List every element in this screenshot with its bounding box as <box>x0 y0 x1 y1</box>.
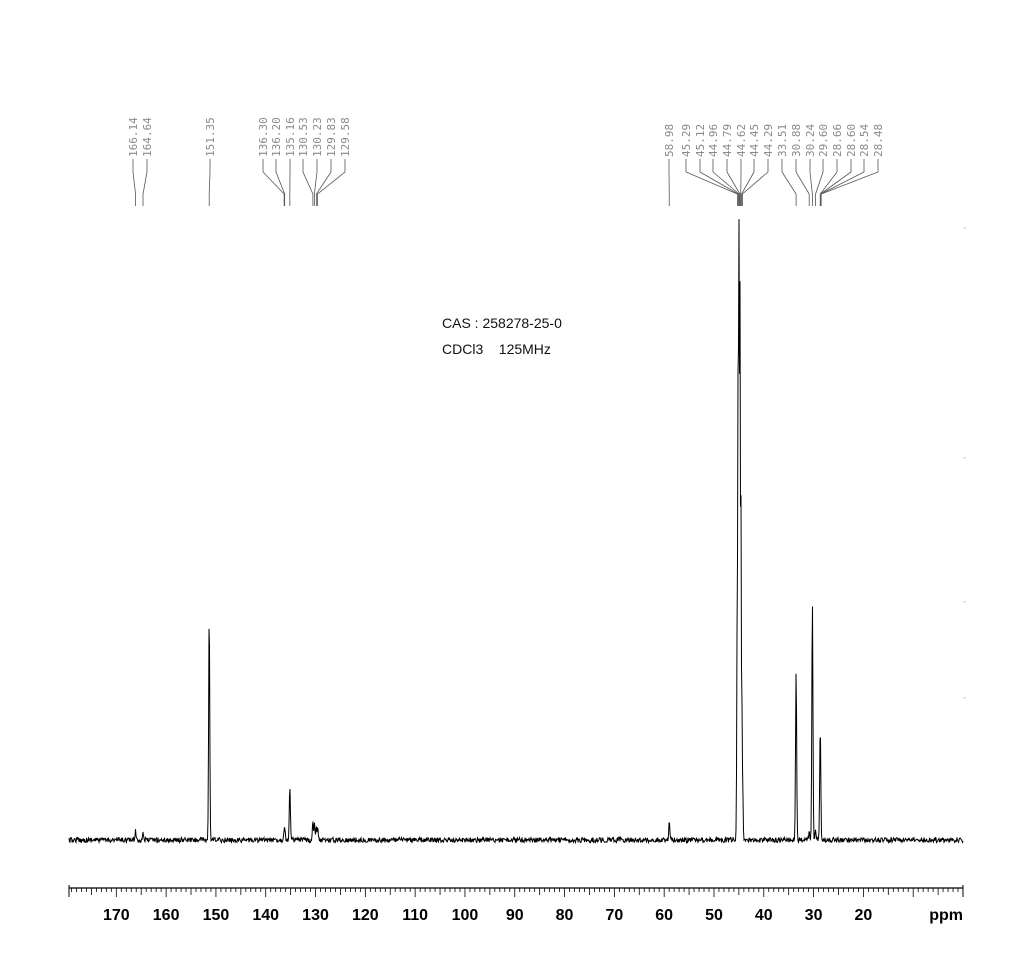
peak-label: 44.79 <box>721 124 734 157</box>
peak-connector <box>685 159 738 206</box>
peak-label: 33.51 <box>776 124 789 157</box>
right-edge-marks <box>963 227 966 699</box>
peak-connector <box>820 159 865 206</box>
peak-connector <box>809 159 813 206</box>
tick-label: 60 <box>655 907 673 924</box>
peak-label: 136.30 <box>257 117 270 157</box>
peak-label: 45.29 <box>680 124 693 157</box>
tick-label: 100 <box>452 907 479 924</box>
peak-connector <box>262 159 285 206</box>
peak-connector <box>699 159 739 206</box>
tick-label: 20 <box>854 907 872 924</box>
peak-connector <box>781 159 797 206</box>
peak-connector <box>208 159 211 206</box>
peak-connector <box>275 159 286 206</box>
peak-connector <box>142 159 148 206</box>
peak-connector <box>815 159 824 206</box>
peak-labels: 166.14 164.64 151.35 136.30 136.20 135.16 130.… <box>127 117 885 157</box>
peak-label: 44.29 <box>762 124 775 157</box>
peak-label: 29.60 <box>817 124 830 157</box>
peak-label: 164.64 <box>141 117 154 157</box>
peak-connector <box>742 159 769 206</box>
tick-label: 160 <box>153 907 180 924</box>
tick-label: 80 <box>556 907 574 924</box>
peak-connector <box>712 159 740 206</box>
peak-label: 28.66 <box>831 124 844 157</box>
tick-label: 140 <box>252 907 279 924</box>
peak-connector <box>132 159 136 206</box>
peak-label: 45.12 <box>694 124 707 157</box>
tick-label: 30 <box>805 907 823 924</box>
peak-connector <box>820 159 879 206</box>
axis-unit-label: ppm <box>929 907 963 924</box>
solvent-frequency-annotation: CDCl3 125MHz <box>442 341 551 357</box>
peak-label: 30.24 <box>804 124 817 157</box>
peak-connector <box>795 159 810 206</box>
peak-label-connectors <box>132 159 879 206</box>
peak-label: 166.14 <box>127 117 140 157</box>
peak-label: 44.45 <box>748 124 761 157</box>
peak-label: 130.53 <box>297 117 310 157</box>
peak-label: 129.83 <box>325 117 338 157</box>
peak-label: 136.20 <box>270 117 283 157</box>
ppm-axis: 170 160 150 140 130 120 110 100 90 80 70 60 50 40 30 20 <box>68 885 964 924</box>
cas-annotation: CAS : 258278-25-0 <box>442 315 562 331</box>
tick-label: 150 <box>203 907 230 924</box>
peak-connector <box>317 159 346 206</box>
tick-label: 40 <box>755 907 773 924</box>
peak-connector <box>302 159 314 206</box>
peak-label: 44.62 <box>735 124 748 157</box>
peak-connector <box>741 159 755 206</box>
tick-label: 170 <box>103 907 130 924</box>
peak-label: 135.16 <box>284 117 297 157</box>
spectrum-trace <box>68 219 964 845</box>
peak-label: 129.58 <box>339 117 352 157</box>
peak-label: 130.23 <box>311 117 324 157</box>
tick-label: 50 <box>705 907 723 924</box>
peak-connector <box>315 159 332 206</box>
tick-label: 130 <box>302 907 329 924</box>
peak-connector <box>313 159 318 206</box>
peak-label: 28.48 <box>872 124 885 157</box>
peak-label: 30.88 <box>790 124 803 157</box>
peak-label: 44.96 <box>707 124 720 157</box>
peak-connector <box>726 159 741 206</box>
tick-label: 90 <box>506 907 524 924</box>
tick-label: 120 <box>352 907 379 924</box>
tick-label: 110 <box>402 907 428 924</box>
peak-label: 28.60 <box>845 124 858 157</box>
peak-label: 151.35 <box>204 117 217 157</box>
peak-connector <box>820 159 852 206</box>
tick-label: 70 <box>605 907 623 924</box>
peak-label: 28.54 <box>858 124 871 157</box>
peak-label: 58.98 <box>663 124 676 157</box>
